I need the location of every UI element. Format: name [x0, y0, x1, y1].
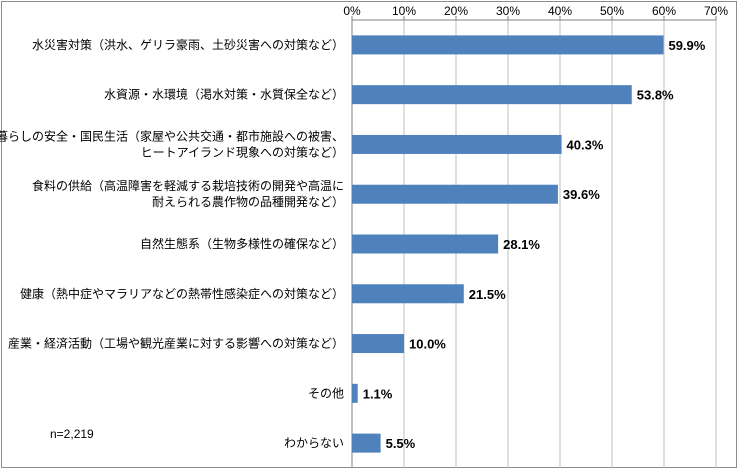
bar	[352, 234, 499, 254]
category-label: わからない	[284, 436, 344, 450]
x-tick-label: 10%	[392, 4, 416, 18]
bar	[352, 383, 358, 403]
x-tick-label: 40%	[548, 4, 572, 18]
x-tick-label: 20%	[444, 4, 468, 18]
bar	[352, 184, 558, 204]
category-label: その他	[308, 386, 344, 400]
bar	[352, 433, 381, 453]
data-label: 10.0%	[409, 337, 446, 352]
category-label: 産業・経済活動（工場や観光産業に対する影響への対策など）	[8, 336, 344, 351]
x-tick-label: 50%	[600, 4, 624, 18]
data-label: 59.9%	[668, 38, 705, 53]
category-label: 暮らしの安全・国民生活（家屋や公共交通・都市施設への被害、	[0, 128, 344, 143]
data-label: 39.6%	[563, 187, 600, 202]
category-label: 耐えられる農作物の品種開発など）	[152, 195, 344, 209]
category-label: 水災害対策（洪水、ゲリラ豪雨、土砂災害への対策など）	[32, 37, 344, 52]
category-label: 食料の供給（高温障害を軽減する栽培技術の開発や高温に	[32, 178, 344, 193]
data-label: 53.8%	[637, 88, 674, 103]
data-labels: 59.9% 53.8% 40.3% 39.6% 28.1% 21.5% 10.0% 1.1% 5…	[363, 38, 706, 451]
bar	[352, 35, 664, 55]
category-label: 健康（熱中症やマラリアなどの熱帯性感染症への対策など）	[20, 286, 344, 301]
x-tick-label: 70%	[704, 4, 728, 18]
bars	[352, 35, 664, 453]
category-label: 自然生態系（生物多様性の確保など）	[140, 236, 344, 251]
data-label: 5.5%	[386, 436, 416, 451]
x-tick-label: 30%	[496, 4, 520, 18]
category-labels: 水災害対策（洪水、ゲリラ豪雨、土砂災害への対策など） 水資源・水環境（渇水対策・水…	[0, 37, 344, 450]
x-tick-labels: 0% 10% 20% 30% 40% 50% 60% 70%	[343, 4, 728, 18]
data-label: 40.3%	[567, 137, 604, 152]
data-label: 28.1%	[503, 237, 540, 252]
data-label: 1.1%	[363, 386, 393, 401]
bar	[352, 334, 404, 354]
bar	[352, 85, 632, 105]
bar	[352, 284, 464, 304]
x-tick-label: 0%	[343, 4, 361, 18]
bar	[352, 134, 562, 154]
category-label: ヒートアイランド現象への対策など）	[141, 145, 344, 159]
x-tick-label: 60%	[652, 4, 676, 18]
category-label: 水資源・水環境（渇水対策・水質保全など）	[104, 87, 344, 102]
sample-size-note: n=2,219	[50, 427, 94, 441]
data-label: 21.5%	[469, 287, 506, 302]
